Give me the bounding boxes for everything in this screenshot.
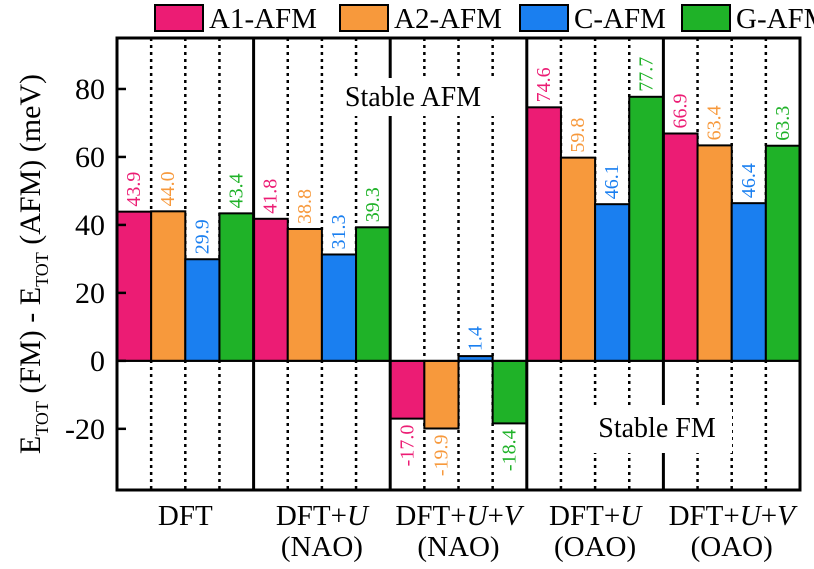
x-label-part: V <box>777 500 798 532</box>
bar-c-afm <box>320 253 358 362</box>
bar-a2-afm <box>559 156 597 362</box>
y-tick-label: 0 <box>90 345 105 378</box>
value-label: 63.4 <box>704 105 726 140</box>
value-label: 41.8 <box>260 179 282 214</box>
value-label: 43.4 <box>226 173 248 208</box>
value-label: 63.3 <box>772 106 794 141</box>
value-label: 1.4 <box>465 326 487 351</box>
value-label: 46.4 <box>738 163 760 198</box>
bar-g-afm <box>218 212 255 362</box>
legend-swatch <box>339 4 389 32</box>
x-label-part: U <box>347 500 370 532</box>
bar-a2-afm <box>286 227 323 362</box>
x-label-part: + <box>761 500 777 532</box>
x-label-part: DFT+ <box>669 500 740 532</box>
bar-a1-afm <box>662 132 699 362</box>
value-label: 39.3 <box>362 187 384 222</box>
value-label: 44.0 <box>157 171 179 206</box>
legend-swatch <box>154 4 204 32</box>
x-label-part: DFT <box>158 500 213 532</box>
x-category-label: DFT+U <box>276 500 370 532</box>
x-category-sublabel: (NAO) <box>281 531 363 563</box>
bar-g-afm <box>491 359 528 425</box>
value-label: 74.6 <box>533 67 555 102</box>
annotation-stable-fm: Stable FM <box>598 413 716 444</box>
y-tick-label: 40 <box>75 209 105 242</box>
legend-swatch <box>519 4 569 32</box>
value-label: 43.9 <box>123 172 145 207</box>
bar-a1-afm <box>525 106 562 362</box>
bar-a1-afm <box>252 217 289 362</box>
legend-swatch <box>681 4 731 32</box>
x-label-part: U <box>740 500 763 532</box>
value-label: -19.9 <box>430 434 452 476</box>
value-label: 29.9 <box>191 219 213 254</box>
bar-a2-afm <box>696 144 733 362</box>
bar-c-afm <box>184 258 221 362</box>
legend-label: G-AFM <box>736 3 814 35</box>
legend-label: A2-AFM <box>394 3 502 35</box>
value-label: 59.8 <box>567 118 589 153</box>
x-category-sublabel: (NAO) <box>417 531 499 563</box>
x-label-part: U <box>467 500 490 532</box>
plot-frame <box>115 36 802 492</box>
y-tick-label: 20 <box>75 277 105 310</box>
y-tick-label: -20 <box>65 413 105 446</box>
y-axis-label-part: TOT <box>32 401 52 436</box>
bar-g-afm <box>628 95 665 362</box>
y-axis-label-part: (AFM) (meV) <box>14 74 47 252</box>
x-category-label: DFT+U+V <box>669 500 798 532</box>
bar-c-afm <box>594 203 631 362</box>
value-label: 66.9 <box>669 93 691 128</box>
bar-g-afm <box>764 144 801 362</box>
x-label-part: DFT+ <box>549 500 620 532</box>
x-category-sublabel: (OAO) <box>691 531 773 563</box>
y-tick-label: 80 <box>75 73 105 106</box>
bar-a1-afm <box>116 210 153 362</box>
bar-c-afm <box>730 202 767 362</box>
value-label: -18.4 <box>499 429 521 471</box>
annotation-bg <box>330 78 498 116</box>
bar-a2-afm <box>423 359 460 430</box>
y-axis-label-part: (FM) - E <box>14 287 47 401</box>
annotation-bg <box>582 405 732 453</box>
y-tick-label: 60 <box>75 141 105 174</box>
x-category-label: DFT <box>158 500 213 532</box>
annotation-stable-afm: Stable AFM <box>345 82 481 113</box>
x-label-part: V <box>504 500 525 532</box>
y-axis-label-part: TOT <box>32 252 52 287</box>
x-category-label: DFT+U <box>549 500 643 532</box>
value-label: 38.8 <box>294 189 316 224</box>
x-label-part: DFT+ <box>395 500 466 532</box>
value-label: 46.1 <box>601 164 623 199</box>
bar-a1-afm <box>389 359 426 420</box>
x-label-part: + <box>488 500 504 532</box>
legend-label: C-AFM <box>574 3 666 35</box>
bar-a2-afm <box>150 210 187 362</box>
value-label: 31.3 <box>328 214 350 249</box>
x-category-sublabel: (OAO) <box>554 531 636 563</box>
y-axis-label: ETOT (FM) - ETOT (AFM) (meV) <box>14 74 52 454</box>
value-label: 77.7 <box>635 57 657 92</box>
value-label: -17.0 <box>396 425 418 467</box>
bar-g-afm <box>355 226 392 362</box>
x-category-label: DFT+U+V <box>395 500 524 532</box>
legend-label: A1-AFM <box>209 3 317 35</box>
x-label-part: DFT+ <box>276 500 347 532</box>
y-axis-label-part: E <box>14 436 47 454</box>
x-label-part: U <box>620 500 643 532</box>
